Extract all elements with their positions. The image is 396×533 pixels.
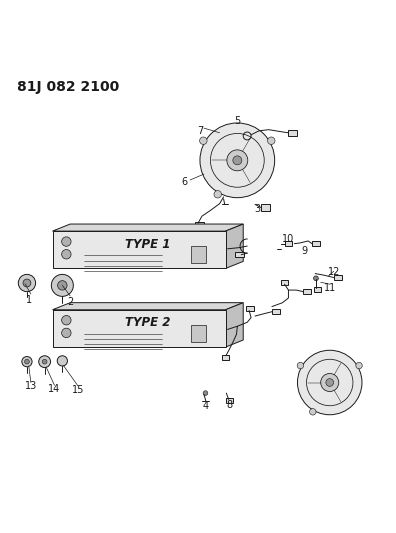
Circle shape	[297, 362, 304, 369]
Circle shape	[326, 378, 333, 386]
Text: 6: 6	[181, 177, 187, 187]
FancyBboxPatch shape	[303, 289, 311, 294]
Circle shape	[62, 316, 71, 325]
FancyBboxPatch shape	[195, 222, 204, 228]
Circle shape	[62, 249, 71, 259]
Polygon shape	[53, 231, 226, 269]
Polygon shape	[226, 224, 243, 269]
Text: 2: 2	[67, 297, 73, 307]
Text: 81J 082 2100: 81J 082 2100	[17, 80, 119, 94]
Circle shape	[227, 150, 248, 171]
Circle shape	[39, 356, 51, 368]
Circle shape	[321, 374, 339, 392]
Circle shape	[42, 359, 47, 364]
FancyBboxPatch shape	[288, 130, 297, 136]
Circle shape	[22, 357, 32, 367]
Text: 11: 11	[324, 283, 336, 293]
Text: 12: 12	[327, 268, 340, 277]
Circle shape	[356, 362, 362, 369]
Circle shape	[62, 237, 71, 246]
Polygon shape	[226, 303, 243, 347]
Circle shape	[310, 409, 316, 415]
FancyBboxPatch shape	[191, 246, 206, 263]
Circle shape	[58, 281, 67, 290]
FancyBboxPatch shape	[284, 240, 292, 246]
Circle shape	[268, 137, 275, 144]
Text: TYPE 2: TYPE 2	[125, 316, 170, 329]
FancyBboxPatch shape	[191, 325, 206, 342]
Text: 10: 10	[282, 234, 295, 244]
Text: 13: 13	[25, 382, 37, 391]
Polygon shape	[53, 303, 243, 310]
Circle shape	[297, 350, 362, 415]
Circle shape	[23, 279, 31, 287]
Text: 8: 8	[227, 400, 232, 410]
FancyBboxPatch shape	[222, 355, 229, 360]
FancyBboxPatch shape	[235, 252, 244, 257]
Text: 5: 5	[234, 116, 240, 126]
Circle shape	[51, 274, 73, 296]
Text: 7: 7	[197, 126, 203, 136]
Circle shape	[200, 123, 275, 198]
Polygon shape	[53, 224, 243, 231]
FancyBboxPatch shape	[312, 241, 320, 246]
Text: 14: 14	[48, 384, 61, 394]
FancyBboxPatch shape	[272, 309, 280, 314]
Text: 9: 9	[301, 246, 307, 256]
Text: 4: 4	[203, 401, 209, 411]
Text: TYPE 1: TYPE 1	[125, 238, 170, 251]
Circle shape	[214, 191, 221, 198]
Circle shape	[18, 274, 36, 292]
Circle shape	[57, 356, 67, 366]
FancyBboxPatch shape	[281, 280, 288, 285]
Polygon shape	[53, 310, 226, 347]
FancyBboxPatch shape	[334, 274, 342, 280]
FancyBboxPatch shape	[226, 398, 233, 403]
FancyBboxPatch shape	[261, 204, 270, 211]
Circle shape	[314, 276, 318, 281]
FancyBboxPatch shape	[314, 287, 321, 292]
Text: 1: 1	[26, 295, 32, 305]
Circle shape	[233, 156, 242, 165]
Text: 15: 15	[72, 385, 84, 395]
Text: 3: 3	[254, 205, 260, 214]
Circle shape	[200, 137, 207, 144]
Circle shape	[203, 391, 208, 395]
Circle shape	[25, 359, 29, 364]
Circle shape	[62, 328, 71, 337]
FancyBboxPatch shape	[246, 306, 254, 311]
